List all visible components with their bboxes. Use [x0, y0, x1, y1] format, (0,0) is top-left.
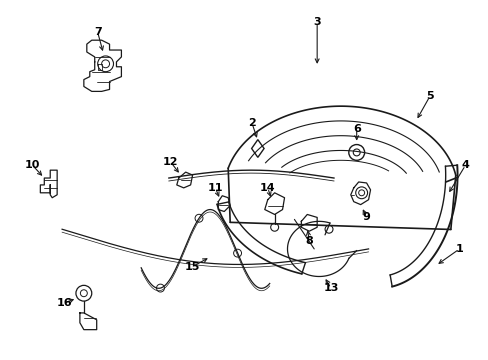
Text: 16: 16: [56, 298, 72, 308]
Text: 1: 1: [455, 244, 463, 254]
Text: 10: 10: [25, 160, 40, 170]
Text: 2: 2: [247, 118, 255, 128]
Text: 4: 4: [461, 160, 468, 170]
Text: 7: 7: [94, 27, 102, 37]
Text: 8: 8: [305, 236, 312, 246]
Text: 6: 6: [352, 124, 360, 134]
Text: 13: 13: [323, 283, 338, 293]
Text: 12: 12: [163, 157, 178, 167]
Text: 15: 15: [184, 262, 200, 272]
Text: 3: 3: [313, 18, 320, 27]
Text: 5: 5: [425, 91, 433, 101]
Text: 9: 9: [362, 212, 370, 222]
Text: 14: 14: [260, 183, 275, 193]
Text: 11: 11: [207, 183, 223, 193]
